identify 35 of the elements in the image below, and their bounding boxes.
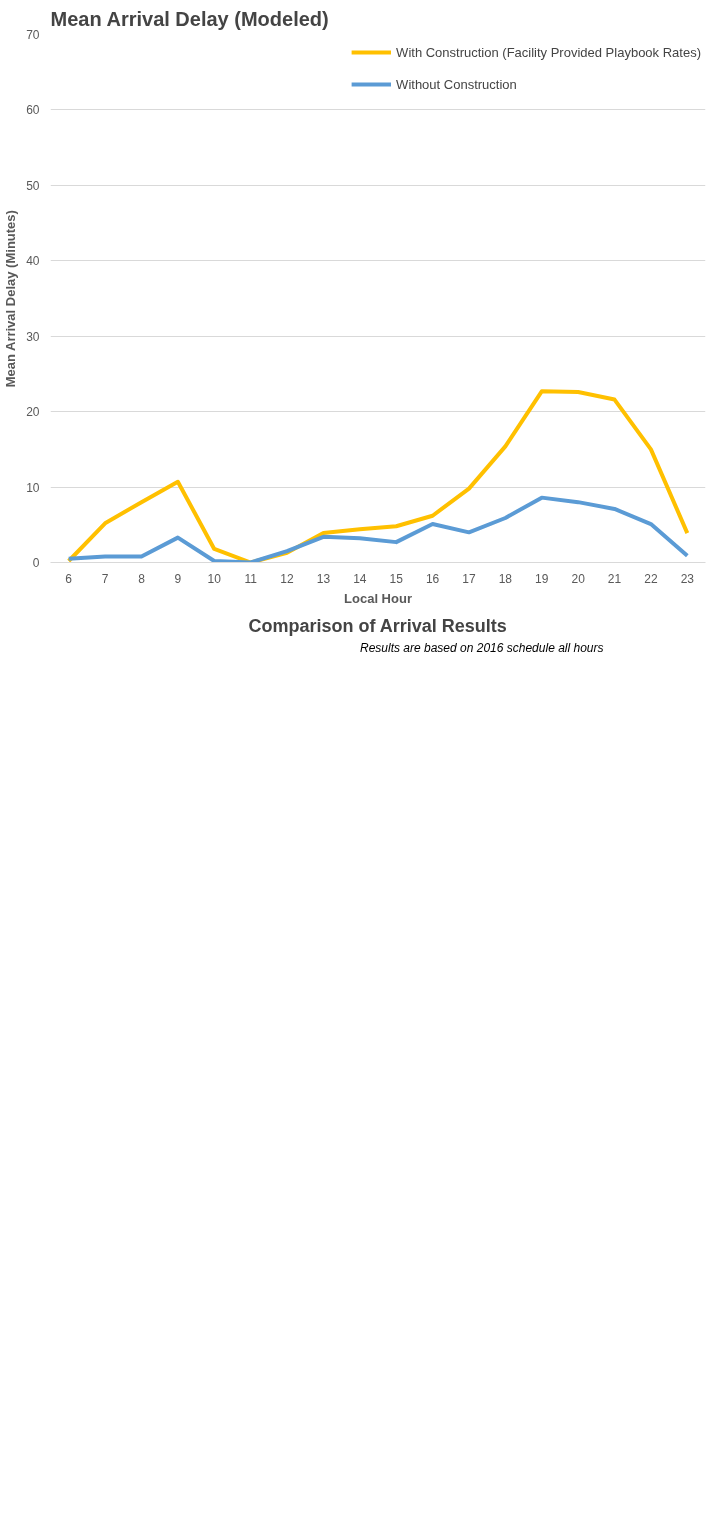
legend-label: With Construction (Facility Provided Playbook Rates) [396, 44, 701, 60]
x-tick-label: 11 [244, 571, 258, 586]
y-axis-title: Mean Arrival Delay (Minutes) [3, 210, 19, 388]
text: Comparison of Arrival Results [248, 615, 507, 636]
y-tick-label: 50 [26, 178, 40, 193]
x-tick-label: 18 [498, 571, 513, 586]
x-tick-label: 12 [280, 571, 295, 586]
x-tick-label: 17 [462, 571, 476, 586]
x-tick-label: 22 [644, 571, 658, 586]
x-tick-label: 14 [353, 571, 367, 586]
y-tick-label: 20 [26, 405, 40, 420]
x-tick-label: 7 [101, 571, 109, 586]
x-tick-label: 20 [571, 571, 586, 586]
line-series [66, 495, 690, 563]
y-tick-label: 40 [26, 254, 40, 269]
x-tick-label: 16 [425, 571, 440, 586]
x-tick-label: 6 [65, 571, 73, 586]
x-tick-label: 21 [607, 571, 622, 586]
y-tick-label: 10 [26, 480, 40, 495]
y-tick-label: 0 [32, 556, 40, 570]
y-tick-label: 30 [26, 329, 40, 344]
text: Results are based on 2016 schedule all hours [360, 640, 604, 657]
y-tick-label: 60 [26, 103, 40, 118]
x-tick-label: 23 [680, 571, 695, 586]
x-tick-label: 8 [138, 571, 146, 586]
legend-label: Without Construction [396, 76, 517, 92]
y-tick-label: 70 [26, 28, 40, 42]
chart-title: Mean Arrival Delay (Modeled) [50, 7, 329, 30]
x-tick-label: 13 [316, 571, 331, 586]
x-tick-label: 10 [207, 571, 222, 586]
x-tick-label: 15 [389, 571, 404, 586]
x-tick-label: 19 [535, 571, 549, 586]
line-series [66, 389, 690, 563]
x-tick-label: 9 [174, 571, 182, 586]
x-axis-title: Local Hour [344, 590, 412, 606]
